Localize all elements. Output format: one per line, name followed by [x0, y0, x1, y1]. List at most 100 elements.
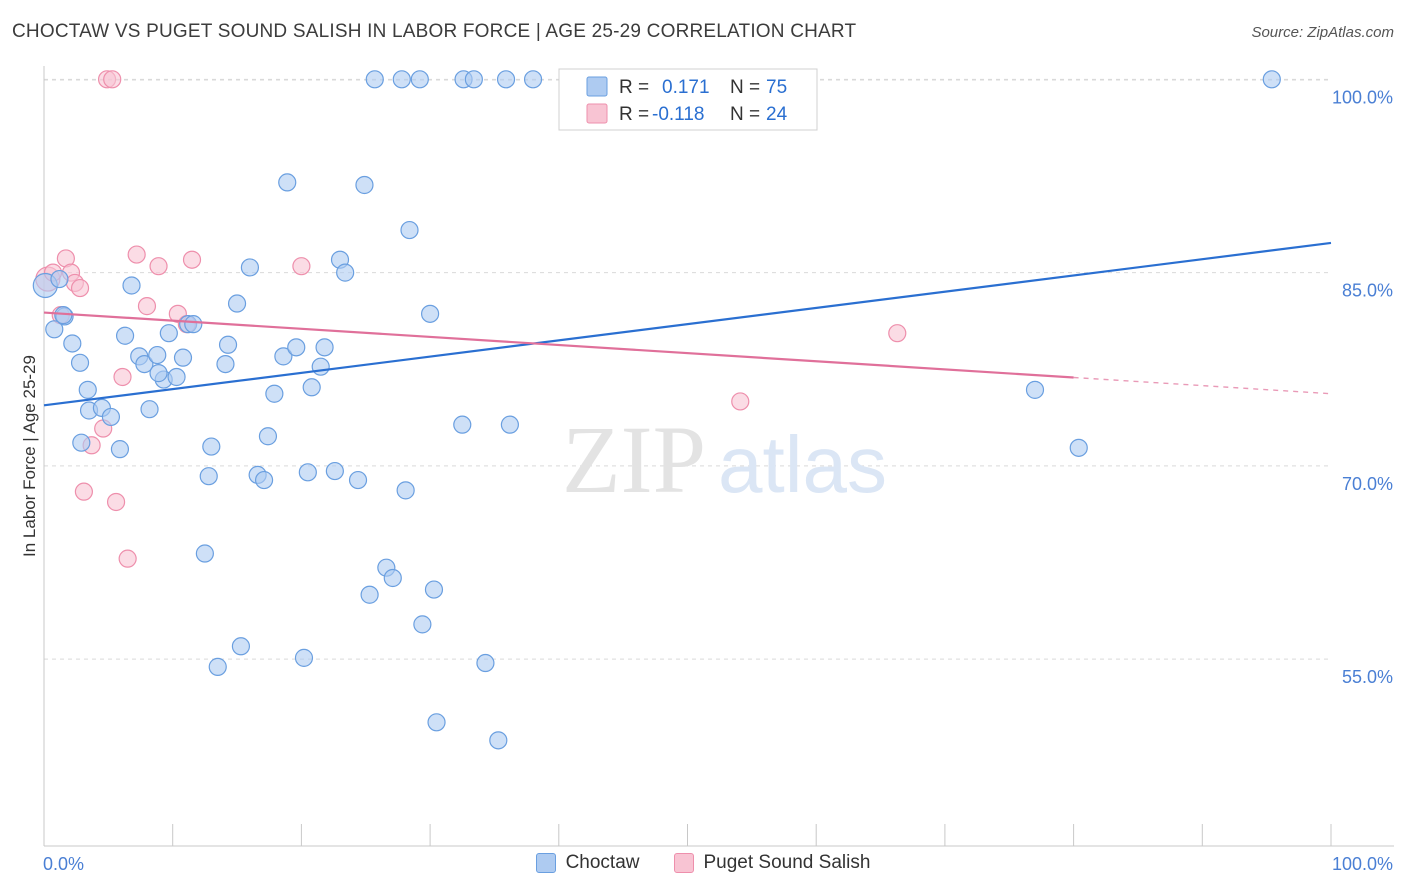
salish-point — [103, 70, 122, 89]
watermark-zip: ZIP — [562, 406, 706, 513]
choctaw-point — [167, 367, 186, 387]
salish-point — [137, 297, 157, 316]
series-legend: Choctaw Puget Sound Salish — [0, 852, 1406, 874]
choctaw-point — [383, 568, 402, 588]
choctaw-point — [216, 354, 235, 374]
choctaw-point — [101, 407, 121, 427]
choctaw-point — [298, 463, 317, 482]
chart-title: CHOCTAW VS PUGET SOUND SALISH IN LABOR F… — [12, 21, 857, 42]
choctaw-point — [315, 338, 334, 357]
choctaw-point — [400, 220, 419, 240]
choctaw-point — [476, 653, 495, 673]
choctaw-point — [202, 437, 221, 456]
choctaw-point — [1262, 70, 1281, 89]
choctaw-point — [413, 615, 432, 634]
choctaw-point — [523, 70, 543, 89]
watermark-atlas: atlas — [718, 420, 887, 509]
y-tick-label: 55.0% — [1342, 667, 1393, 687]
choctaw-point — [287, 338, 306, 357]
choctaw-point — [148, 345, 167, 365]
salish-point — [70, 278, 90, 298]
choctaw-point — [78, 380, 97, 399]
x-tick-label: 100.0% — [1332, 854, 1393, 874]
choctaw-point — [489, 731, 508, 750]
salish-point — [731, 392, 750, 411]
trend-lines — [43, 241, 1332, 407]
choctaw-point — [195, 544, 214, 563]
x-tick-label: 0.0% — [43, 854, 84, 874]
choctaw-swatch — [535, 853, 556, 873]
choctaw-point — [115, 326, 135, 345]
salish-point — [118, 549, 137, 568]
choctaw-point — [274, 347, 293, 366]
choctaw-point — [302, 378, 321, 397]
salish-point — [106, 492, 126, 512]
choctaw-point — [1025, 380, 1045, 399]
legend-label-salish: Puget Sound Salish — [703, 852, 871, 873]
choctaw-point — [173, 348, 193, 367]
salish-trend-line — [43, 311, 1074, 379]
legend-item-choctaw[interactable]: Choctaw — [535, 852, 640, 874]
legend-n-value-choctaw: 75 — [766, 77, 787, 98]
legend-salish-swatch — [586, 103, 608, 124]
choctaw-point — [184, 315, 203, 334]
choctaw-point — [110, 440, 130, 459]
choctaw-point — [278, 173, 297, 192]
choctaw-point — [72, 433, 91, 452]
choctaw-point — [500, 415, 519, 434]
y-tick-label: 70.0% — [1342, 474, 1393, 494]
salish-points — [35, 70, 907, 568]
salish-point — [113, 367, 132, 387]
y-axis-title: In Labor Force | Age 25-29 — [20, 355, 39, 557]
choctaw-point — [348, 470, 368, 490]
y-tick-label: 100.0% — [1332, 87, 1393, 107]
choctaw-point — [70, 353, 90, 372]
salish-trend-extension — [1073, 376, 1332, 395]
choctaw-trend-line — [43, 241, 1332, 407]
legend-r-value-choctaw: 0.171 — [662, 77, 710, 98]
choctaw-point — [410, 70, 429, 89]
salish-point — [182, 250, 202, 269]
choctaw-point — [360, 585, 379, 604]
legend-r-label-salish: R = — [619, 104, 649, 125]
choctaw-point — [365, 70, 384, 89]
choctaw-point — [50, 269, 69, 289]
source-credit: Source: ZipAtlas.com — [1251, 24, 1394, 41]
choctaw-point — [208, 657, 227, 676]
choctaw-point — [227, 294, 247, 313]
legend-r-label-choctaw: R = — [619, 77, 649, 98]
salish-point — [127, 245, 146, 264]
choctaw-point — [45, 320, 64, 339]
choctaw-point — [496, 70, 516, 89]
choctaw-point — [218, 335, 238, 354]
y-tick-label: 85.0% — [1342, 281, 1393, 301]
choctaw-point — [140, 400, 159, 419]
salish-point — [888, 324, 907, 343]
choctaw-point — [254, 470, 274, 490]
salish-point — [149, 257, 168, 276]
choctaw-point — [265, 384, 284, 403]
legend-item-salish[interactable]: Puget Sound Salish — [673, 852, 871, 874]
choctaw-point — [258, 427, 278, 446]
choctaw-point — [199, 467, 218, 486]
salish-swatch — [673, 853, 694, 873]
legend-n-label-salish: N = — [730, 104, 760, 125]
choctaw-point — [325, 461, 344, 481]
legend-n-label-choctaw: N = — [730, 77, 760, 98]
choctaw-point — [336, 263, 355, 282]
zipatlas-watermark: ZIP atlas — [562, 406, 887, 513]
choctaw-points — [32, 70, 1281, 750]
choctaw-point — [149, 364, 168, 383]
choctaw-point — [159, 324, 178, 343]
choctaw-point — [63, 334, 82, 353]
choctaw-point — [392, 70, 411, 89]
salish-point — [292, 257, 311, 276]
legend-r-value-salish: -0.118 — [652, 104, 704, 125]
choctaw-point — [424, 580, 444, 599]
tick-labels: 100.0% 85.0% 70.0% 55.0% 0.0% 100.0% — [43, 87, 1393, 874]
choctaw-point — [453, 415, 472, 434]
legend-n-value-salish: 24 — [766, 104, 788, 125]
legend-choctaw-swatch — [586, 76, 608, 97]
choctaw-point — [427, 713, 446, 732]
choctaw-point — [396, 481, 415, 500]
